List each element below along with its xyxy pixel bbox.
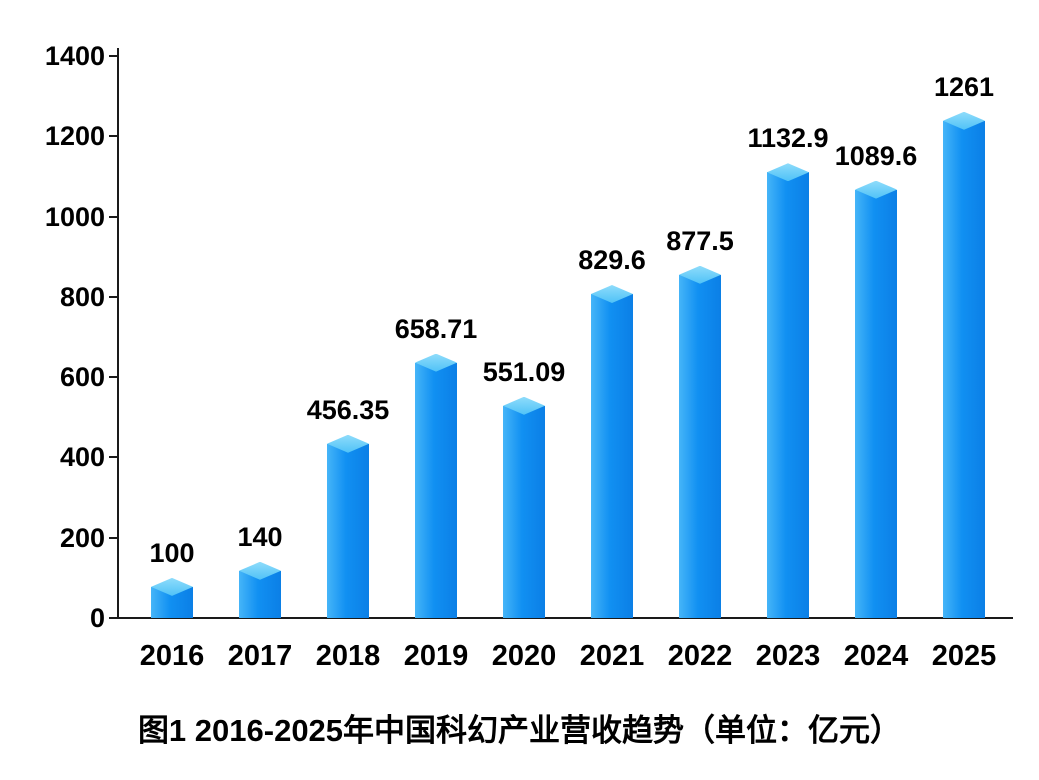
y-tick-label: 1400 (44, 41, 105, 71)
bar-2025 (943, 111, 985, 618)
y-tick-label: 1200 (44, 121, 105, 152)
bar-value-label: 140 (237, 521, 283, 552)
bar-top-face (151, 577, 193, 596)
x-axis-label: 2025 (931, 640, 997, 672)
bar-top-face (327, 434, 369, 453)
bar-value-label: 658.71 (394, 313, 478, 344)
bar-2024 (855, 180, 897, 618)
bar-top-face (943, 111, 985, 130)
y-tick-mark (109, 376, 118, 379)
x-axis-label: 2022 (667, 640, 733, 672)
y-tick-mark (109, 456, 118, 459)
y-tick-label: 0 (89, 603, 105, 633)
bar-value-label: 551.09 (482, 356, 566, 387)
x-axis-label: 2021 (579, 640, 645, 672)
x-axis-label: 2024 (843, 640, 909, 672)
y-tick-label: 200 (59, 522, 105, 553)
y-tick-mark (109, 55, 118, 57)
bar-body (591, 293, 633, 618)
x-axis-label: 2016 (139, 640, 205, 672)
bar-value-label: 456.35 (306, 394, 390, 425)
bar-2023 (767, 163, 809, 618)
bar-value-label: 1132.9 (747, 123, 829, 154)
bar-chart: 0 200 400 600 800 1000 1200 1400 100 140 456.35 65… (44, 41, 1013, 672)
bar-2019 (415, 353, 457, 618)
bar-2021 (591, 284, 633, 618)
bar-value-label: 1089.6 (834, 140, 918, 171)
bar-top-face (591, 284, 633, 303)
bar-2016 (151, 577, 193, 618)
bar-top-face (855, 180, 897, 199)
x-axis-label: 2017 (227, 640, 293, 672)
y-tick-mark (109, 135, 118, 138)
bar-body (415, 362, 457, 618)
y-tick-label: 600 (59, 362, 105, 393)
bar-top-face (503, 396, 545, 415)
y-tick-label: 400 (59, 442, 105, 473)
x-axis-label: 2019 (403, 640, 469, 672)
bar-top-face (679, 265, 721, 284)
y-tick-label: 1000 (44, 201, 105, 232)
bar-2022 (679, 265, 721, 618)
bar-value-label: 877.5 (666, 225, 734, 256)
bar-top-face (767, 163, 809, 182)
bar-body (679, 274, 721, 618)
y-tick-mark (109, 536, 118, 539)
bar-body (767, 172, 809, 618)
bar-value-label: 100 (149, 537, 195, 568)
x-axis-label: 2018 (315, 640, 381, 672)
bar-body (327, 443, 369, 618)
bar-body (503, 405, 545, 618)
x-axis-label: 2020 (491, 640, 557, 672)
bar-2017 (239, 561, 281, 618)
x-axis-line (117, 617, 1013, 619)
bar-body (943, 120, 985, 618)
bar-value-label: 1261 (933, 71, 995, 102)
bar-value-label: 829.6 (578, 244, 646, 275)
bar-top-face (239, 561, 281, 580)
bar-2018 (327, 434, 369, 618)
y-axis-line (117, 48, 119, 619)
bar-2020 (503, 396, 545, 618)
y-tick-label: 800 (59, 281, 105, 312)
x-axis-label: 2023 (755, 640, 821, 672)
y-tick-mark (109, 215, 118, 218)
bar-top-face (415, 353, 457, 372)
y-tick-mark (109, 617, 118, 619)
y-tick-mark (109, 295, 118, 298)
bar-body (855, 189, 897, 618)
chart-title: 图1 2016-2025年中国科幻产业营收趋势（单位：亿元） (137, 713, 902, 748)
